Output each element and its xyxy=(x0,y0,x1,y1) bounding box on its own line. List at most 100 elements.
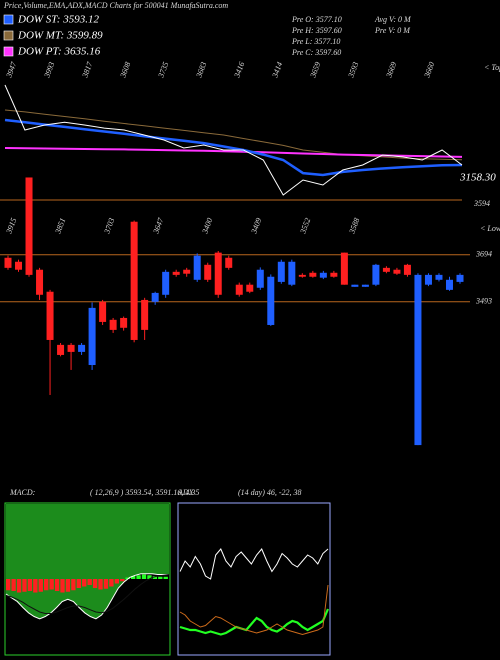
macd-area xyxy=(6,573,169,654)
candle-body xyxy=(36,269,44,295)
candle-body xyxy=(256,269,264,288)
macd-title: MACD: xyxy=(9,488,36,497)
candle-body xyxy=(78,344,86,352)
candle-body xyxy=(120,317,128,328)
candle-body xyxy=(424,274,432,285)
info-text: Avg V: 0 M xyxy=(374,15,412,24)
info-text: Pre L: 3577.10 xyxy=(291,37,340,46)
panel-marker: < Tope xyxy=(484,63,500,72)
histogram-bar xyxy=(6,579,11,591)
y-tick-label: 3694 xyxy=(475,250,492,259)
candle-body xyxy=(340,252,348,285)
series-line xyxy=(179,608,330,636)
histogram-bar xyxy=(65,579,71,592)
candle-body xyxy=(403,264,411,275)
candle-body xyxy=(204,264,212,280)
series-line xyxy=(179,548,329,580)
histogram-bar xyxy=(38,579,43,592)
info-text: Pre C: 3597.60 xyxy=(291,48,341,57)
histogram-bar xyxy=(76,579,81,588)
candle-body xyxy=(382,267,390,272)
histogram-bar xyxy=(22,579,27,592)
price-annotation: 3659 xyxy=(308,61,322,80)
candle-body xyxy=(330,272,338,277)
candle-body xyxy=(277,261,285,282)
candle-body xyxy=(57,344,65,355)
histogram-bar xyxy=(158,576,163,579)
candle-body xyxy=(288,261,296,285)
candle-body xyxy=(414,274,422,446)
candle-body xyxy=(319,272,327,278)
adx-subtitle: (14 day) 46, -22, 38 xyxy=(238,488,302,497)
legend-swatch xyxy=(3,14,14,25)
histogram-bar xyxy=(130,576,136,579)
candle-body xyxy=(109,319,117,330)
low-annotation: 3400 xyxy=(200,217,214,236)
legend-label: DOW PT: 3635.16 xyxy=(17,46,101,58)
histogram-bar xyxy=(33,579,38,593)
candle-body xyxy=(130,221,138,340)
candle-body xyxy=(214,252,222,295)
histogram-bar xyxy=(98,579,103,590)
low-annotation: 3647 xyxy=(151,216,166,236)
price-annotation: 3683 xyxy=(194,61,208,80)
price-annotation: 3414 xyxy=(270,61,284,80)
price-annotation: 3416 xyxy=(232,61,246,80)
level-label: 3594 xyxy=(473,199,490,208)
low-annotation: 3409 xyxy=(249,217,263,236)
histogram-bar xyxy=(114,579,120,584)
histogram-bar xyxy=(92,579,98,588)
low-annotation: 3851 xyxy=(53,217,67,236)
candle-body xyxy=(162,271,170,295)
histogram-bar xyxy=(103,579,109,589)
candle-body xyxy=(456,274,464,282)
candle-body xyxy=(351,284,359,287)
series-line xyxy=(4,84,463,196)
candle-body xyxy=(46,291,54,340)
legend-label: DOW ST: 3593.12 xyxy=(17,14,99,26)
adx-title: ADX xyxy=(177,488,195,497)
y-tick-label: 3493 xyxy=(475,297,492,306)
histogram-bar xyxy=(87,579,92,585)
price-annotation: 3993 xyxy=(42,61,56,80)
histogram-bar xyxy=(16,579,22,593)
price-annotation: 3817 xyxy=(80,60,95,80)
legend-label: DOW MT: 3599.89 xyxy=(17,30,103,42)
info-text: Pre H: 3597.60 xyxy=(291,26,342,35)
histogram-bar xyxy=(109,579,114,587)
info-text: Pre O: 3577.10 xyxy=(291,15,342,24)
candle-body xyxy=(267,276,275,325)
histogram-bar xyxy=(49,579,54,590)
legend-swatch xyxy=(3,30,14,41)
low-annotation: 3703 xyxy=(102,217,116,236)
candle-body xyxy=(309,272,317,277)
candle-body xyxy=(361,284,369,287)
low-annotation: 3915 xyxy=(4,217,18,236)
histogram-bar xyxy=(163,576,168,579)
price-annotation: 3608 xyxy=(118,61,132,80)
series-line xyxy=(179,584,329,636)
candle-body xyxy=(172,271,180,275)
histogram-bar xyxy=(82,579,87,587)
candle-body xyxy=(372,264,380,285)
series-line xyxy=(5,574,170,614)
price-annotation: 3660 xyxy=(422,61,436,80)
histogram-bar xyxy=(44,579,49,591)
histogram-bar xyxy=(152,576,158,579)
macd-subtitle: ( 12,26,9 ) 3593.54, 3591.16, 4.35 xyxy=(90,488,199,497)
histogram-bar xyxy=(147,575,152,579)
histogram-bar xyxy=(125,577,130,579)
info-text: Pre V: 0 M xyxy=(374,26,411,35)
histogram-bar xyxy=(141,574,147,579)
candle-body xyxy=(393,269,401,274)
candle-body xyxy=(15,261,23,270)
series-line xyxy=(5,573,169,620)
candle-body xyxy=(298,274,306,277)
series-line xyxy=(4,118,463,177)
histogram-bar xyxy=(27,579,33,591)
candle-body xyxy=(183,269,191,274)
candle-body xyxy=(193,255,201,280)
histogram-bar xyxy=(11,579,16,591)
candle-body xyxy=(141,299,149,330)
